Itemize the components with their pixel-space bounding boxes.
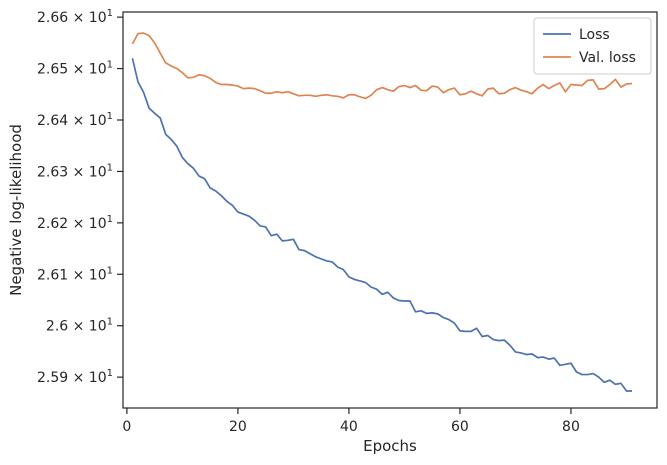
- y-tick-label: 2.66 × 101: [37, 8, 113, 26]
- x-tick-label: 40: [340, 419, 358, 435]
- y-tick-label: 2.64 × 101: [37, 111, 113, 129]
- y-tick-label: 2.65 × 101: [37, 60, 113, 78]
- legend-label: Val. loss: [579, 50, 636, 66]
- series-layer: [131, 32, 633, 392]
- x-axis-ticks: 0 20 40 60 80: [122, 408, 580, 435]
- x-tick-label: 0: [122, 419, 131, 435]
- legend-box: [533, 17, 652, 75]
- x-tick-label: 20: [229, 419, 247, 435]
- y-tick-label: 2.59 × 101: [37, 368, 113, 386]
- y-tick-label: 2.62 × 101: [37, 214, 113, 232]
- y-tick-label: 2.61 × 101: [37, 265, 113, 283]
- plot-frame: [122, 11, 658, 409]
- x-axis-label: Epochs: [363, 437, 417, 455]
- y-tick-label: 2.6 × 101: [46, 317, 113, 335]
- series-line-2: [131, 32, 633, 100]
- y-tick-label: 2.63 × 101: [37, 162, 113, 180]
- x-tick-label: 60: [451, 419, 469, 435]
- y-axis-label: Negative log-likelihood: [7, 124, 25, 296]
- legend: Loss Val. loss: [533, 17, 652, 75]
- series-line-1: [131, 58, 633, 392]
- x-tick-label: 80: [562, 419, 580, 435]
- legend-label: Loss: [579, 27, 610, 43]
- y-axis-ticks: 2.59 × 101 2.6 × 101 2.61 × 101 2.62 × 101 2…: [37, 8, 123, 386]
